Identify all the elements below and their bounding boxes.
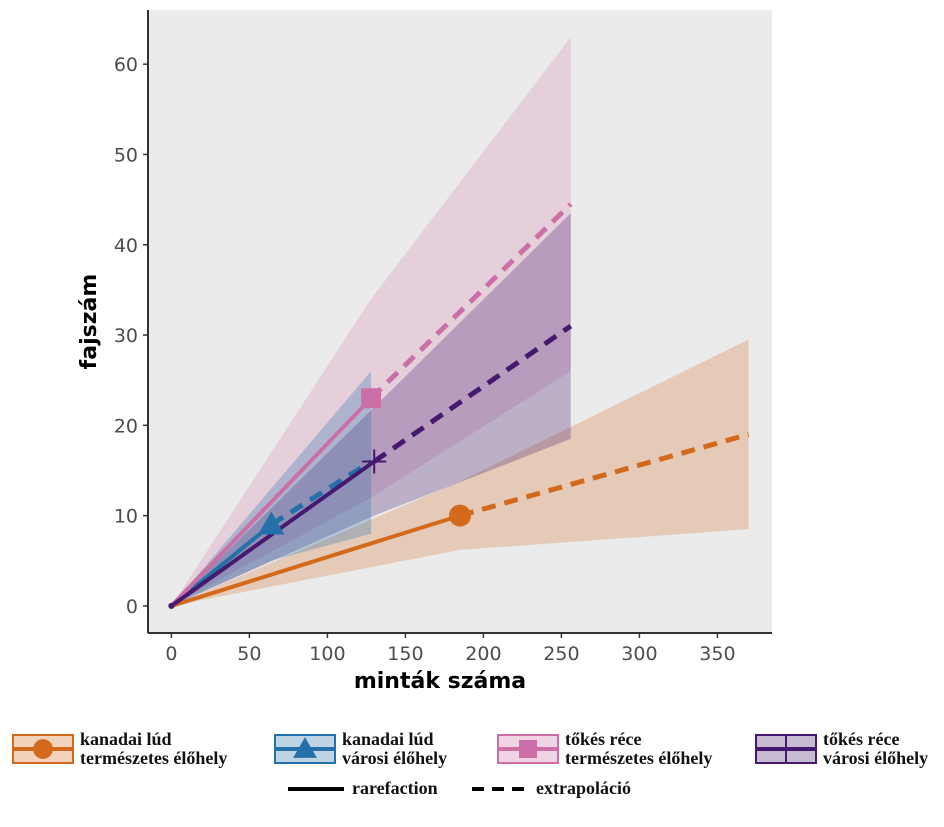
confidence-bands (171, 37, 749, 606)
legend-linetype-rarefaction: rarefaction (288, 778, 438, 799)
legend-key-glyph (757, 736, 815, 762)
x-tick-label: 300 (621, 643, 657, 665)
legend-label-line1: tőkés réce (823, 729, 900, 749)
legend-key-glyph (499, 740, 557, 758)
y-tick-label: 20 (114, 415, 138, 437)
plot-panel (148, 10, 772, 633)
observed-point (449, 504, 471, 527)
legend-item-kanadai-lud-termeszetes: kanadai lúd természetes élőhely (12, 730, 227, 768)
legend-key-square (497, 734, 559, 764)
legend-key-glyph (276, 737, 334, 758)
y-tick-label: 60 (114, 54, 138, 76)
y-tick-label: 50 (114, 144, 138, 166)
legend-label-line1: kanadai lúd (342, 729, 434, 749)
x-tick-label: 0 (165, 643, 177, 665)
legend-linetype-extrapolation: extrapoláció (472, 778, 631, 799)
dashed-line-key (472, 786, 528, 791)
x-tick-label: 250 (543, 643, 579, 665)
rarefaction-line (169, 396, 373, 608)
x-tick-label: 150 (387, 643, 423, 665)
legend-item-kanadai-lud-varosi: kanadai lúd városi élőhely (274, 730, 447, 768)
legend-label-line2: városi élőhely (342, 748, 448, 768)
y-tick-label: 10 (114, 506, 138, 528)
observed-markers (168, 388, 471, 609)
x-tick-label: 350 (699, 643, 735, 665)
legend-label-line2: városi élőhely (823, 748, 929, 768)
confidence-band (171, 213, 571, 606)
extrapolation-line (459, 431, 750, 519)
observed-point (361, 388, 382, 409)
extrapolation-line (269, 459, 373, 527)
axes: 0 50 100 150 200 250 300 350 0 10 20 30 40 50 60 (114, 10, 772, 665)
x-tick-label: 100 (309, 643, 345, 665)
x-tick-label: 200 (465, 643, 501, 665)
y-tick-label: 40 (114, 235, 138, 257)
legend-label-line2: természetes élőhely (80, 748, 228, 768)
legend-linetype-label: extrapoláció (536, 778, 631, 798)
observed-point (258, 511, 285, 535)
legend-item-tokes-rece-varosi: tőkés réce városi élőhely (755, 730, 928, 768)
observed-point (33, 739, 53, 759)
legend-label-line1: kanadai lúd (80, 729, 172, 749)
confidence-band (171, 371, 372, 606)
legend-key-circle (12, 734, 74, 764)
legend: kanadai lúd természetes élőhely kanadai … (0, 720, 944, 827)
legend-linetype-label: rarefaction (352, 778, 438, 798)
extrapolation-line (369, 202, 573, 401)
legend-label-line1: tőkés réce (565, 729, 642, 749)
observed-point (293, 737, 317, 758)
y-tick-label: 0 (126, 596, 138, 618)
x-axis-title: minták száma (354, 669, 526, 694)
x-tick-label: 50 (237, 643, 261, 665)
origin-point (168, 602, 175, 609)
solid-line-key (288, 786, 344, 791)
legend-key-cross (755, 734, 817, 764)
legend-label-line2: természetes élőhely (565, 748, 713, 768)
y-tick-label: 30 (114, 325, 138, 347)
legend-key-triangle (274, 734, 336, 764)
y-axis-title: fajszám (77, 274, 102, 370)
legend-key-glyph (14, 739, 72, 759)
confidence-band (171, 37, 571, 606)
observed-point (519, 740, 537, 758)
extrapolation-line (372, 323, 573, 464)
rarefaction-line (170, 513, 461, 608)
legend-item-tokes-rece-termeszetes: tőkés réce természetes élőhely (497, 730, 712, 768)
confidence-band (171, 339, 749, 606)
chart: 0 50 100 150 200 250 300 350 0 10 20 30 40 50 60 mintá… (77, 10, 772, 694)
